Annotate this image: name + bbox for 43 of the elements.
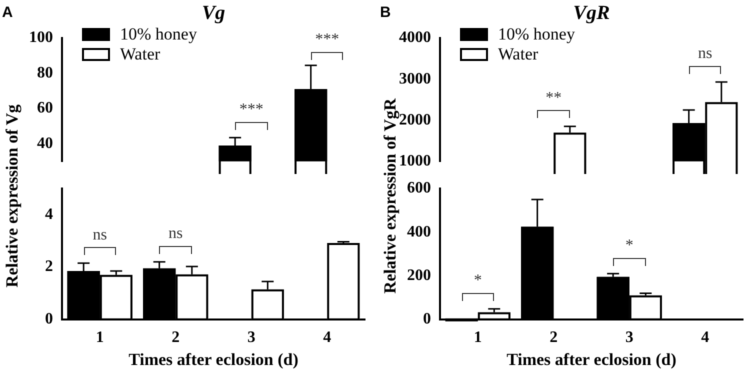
- annotation: ns: [92, 226, 107, 244]
- text: B: [380, 4, 391, 21]
- y-axis-title: Relative expression of VgR: [381, 98, 400, 294]
- x-tick-label: 2: [550, 329, 558, 346]
- y-tick-label: 0: [45, 310, 53, 328]
- legend-label: 10% honey: [498, 24, 576, 44]
- annotation: *: [474, 272, 482, 290]
- y-tick-label: 1000: [399, 152, 431, 170]
- x-axis-title: Times after eclosion (d): [128, 350, 298, 370]
- x-tick-label: 1: [474, 329, 482, 346]
- annotation: ***: [315, 31, 340, 48]
- y-tick-label: 400: [407, 223, 431, 240]
- y-tick-label: 3000: [399, 70, 431, 88]
- y-axis-title: Relative expression of Vg: [3, 104, 23, 288]
- y-tick-label: 4: [45, 206, 53, 223]
- legend-label: Water: [498, 44, 538, 64]
- y-tick-label: 60: [37, 100, 53, 117]
- y-tick-label: 0: [423, 310, 431, 328]
- x-tick-label: 3: [247, 329, 256, 346]
- x-tick-label: 2: [172, 329, 180, 346]
- y-tick-label: 80: [37, 64, 53, 82]
- y-tick-label: 40: [37, 134, 53, 152]
- x-tick-label: 1: [96, 329, 104, 346]
- annotation: *: [625, 236, 634, 254]
- y-tick-label: 100: [29, 29, 53, 46]
- annotation: ns: [168, 225, 183, 242]
- x-tick-label: 4: [701, 329, 710, 346]
- annotation: ns: [698, 45, 712, 62]
- legend-label: 10% honey: [120, 24, 198, 44]
- x-tick-label: 3: [625, 329, 634, 346]
- y-tick-label: 2: [45, 258, 53, 276]
- y-tick-label: 4000: [399, 29, 431, 46]
- y-tick-label: 2000: [399, 111, 431, 128]
- x-tick-label: 4: [323, 329, 332, 346]
- annotation: ***: [239, 100, 264, 118]
- y-tick-label: 200: [407, 266, 431, 284]
- chart-title: Vg: [200, 2, 226, 25]
- annotation: **: [546, 90, 562, 107]
- text: A: [2, 4, 13, 21]
- legend-label: Water: [120, 44, 160, 64]
- x-axis-title: Times after eclosion (d): [506, 350, 676, 370]
- chart-title: VgR: [572, 2, 611, 25]
- y-tick-label: 600: [407, 180, 431, 197]
